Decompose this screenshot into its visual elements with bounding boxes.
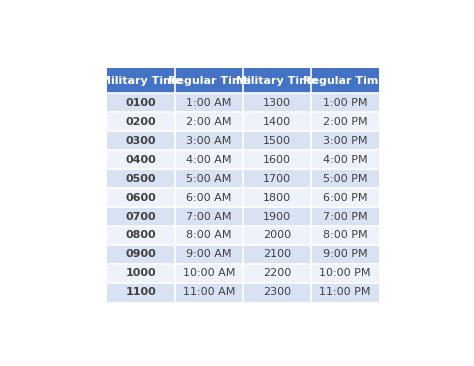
FancyBboxPatch shape [175,112,243,131]
FancyBboxPatch shape [107,264,175,283]
FancyBboxPatch shape [311,150,379,169]
FancyBboxPatch shape [175,131,243,150]
Text: 1300: 1300 [263,98,291,108]
FancyBboxPatch shape [107,245,175,264]
Text: 5:00 AM: 5:00 AM [186,174,232,184]
Text: 1800: 1800 [263,193,291,203]
FancyBboxPatch shape [311,169,379,188]
Text: 1:00 AM: 1:00 AM [186,98,232,108]
Text: 1500: 1500 [263,136,291,146]
FancyBboxPatch shape [311,264,379,283]
Text: 0300: 0300 [126,136,156,146]
Text: Military Time: Military Time [100,76,182,86]
Text: 11:00 AM: 11:00 AM [183,287,235,297]
FancyBboxPatch shape [107,112,175,131]
Text: Regular Time: Regular Time [303,76,386,86]
Text: 0800: 0800 [126,231,156,240]
FancyBboxPatch shape [243,283,311,302]
FancyBboxPatch shape [243,112,311,131]
FancyBboxPatch shape [311,207,379,226]
FancyBboxPatch shape [175,226,243,245]
Text: 2:00 PM: 2:00 PM [322,117,367,127]
FancyBboxPatch shape [107,68,175,93]
Text: 1600: 1600 [263,155,291,165]
FancyBboxPatch shape [243,169,311,188]
FancyBboxPatch shape [107,188,175,207]
Text: 7:00 AM: 7:00 AM [186,212,232,221]
Text: 1:00 PM: 1:00 PM [323,98,367,108]
FancyBboxPatch shape [311,245,379,264]
Text: 0500: 0500 [126,174,156,184]
Text: 6:00 AM: 6:00 AM [186,193,232,203]
Text: 1900: 1900 [263,212,291,221]
Text: 4:00 PM: 4:00 PM [322,155,367,165]
Text: 3:00 AM: 3:00 AM [186,136,232,146]
Text: 4:00 AM: 4:00 AM [186,155,232,165]
FancyBboxPatch shape [243,207,311,226]
FancyBboxPatch shape [311,188,379,207]
FancyBboxPatch shape [175,207,243,226]
FancyBboxPatch shape [175,188,243,207]
Text: 5:00 PM: 5:00 PM [323,174,367,184]
Text: 9:00 AM: 9:00 AM [186,250,232,259]
FancyBboxPatch shape [175,68,243,93]
FancyBboxPatch shape [175,264,243,283]
Text: 0600: 0600 [126,193,156,203]
FancyBboxPatch shape [311,283,379,302]
FancyBboxPatch shape [107,169,175,188]
FancyBboxPatch shape [175,150,243,169]
Text: Military Time: Military Time [236,76,318,86]
FancyBboxPatch shape [243,188,311,207]
Text: 2:00 AM: 2:00 AM [186,117,232,127]
FancyBboxPatch shape [311,68,379,93]
FancyBboxPatch shape [311,112,379,131]
Text: 2100: 2100 [263,250,291,259]
Text: 2200: 2200 [263,268,291,279]
Text: 2000: 2000 [263,231,291,240]
Text: 9:00 PM: 9:00 PM [322,250,367,259]
Text: 2300: 2300 [263,287,291,297]
Text: 0400: 0400 [126,155,156,165]
FancyBboxPatch shape [243,93,311,112]
Text: 11:00 PM: 11:00 PM [319,287,371,297]
Text: 0700: 0700 [126,212,156,221]
FancyBboxPatch shape [107,226,175,245]
Text: 0100: 0100 [126,98,156,108]
Text: 1100: 1100 [126,287,156,297]
FancyBboxPatch shape [107,283,175,302]
FancyBboxPatch shape [311,226,379,245]
FancyBboxPatch shape [243,264,311,283]
Text: 8:00 PM: 8:00 PM [322,231,367,240]
FancyBboxPatch shape [107,207,175,226]
Text: 10:00 AM: 10:00 AM [183,268,235,279]
Text: 6:00 PM: 6:00 PM [323,193,367,203]
Text: 1700: 1700 [263,174,291,184]
Text: 10:00 PM: 10:00 PM [319,268,371,279]
FancyBboxPatch shape [243,131,311,150]
Text: 0200: 0200 [126,117,156,127]
Text: 1400: 1400 [263,117,291,127]
Text: 8:00 AM: 8:00 AM [186,231,232,240]
FancyBboxPatch shape [243,226,311,245]
FancyBboxPatch shape [175,283,243,302]
FancyBboxPatch shape [107,150,175,169]
Text: 0900: 0900 [126,250,156,259]
FancyBboxPatch shape [243,68,311,93]
FancyBboxPatch shape [311,93,379,112]
FancyBboxPatch shape [175,245,243,264]
FancyBboxPatch shape [107,131,175,150]
FancyBboxPatch shape [107,93,175,112]
FancyBboxPatch shape [243,150,311,169]
FancyBboxPatch shape [175,93,243,112]
Text: 3:00 PM: 3:00 PM [323,136,367,146]
Text: 7:00 PM: 7:00 PM [322,212,367,221]
Text: Regular Time: Regular Time [167,76,250,86]
FancyBboxPatch shape [175,169,243,188]
FancyBboxPatch shape [243,245,311,264]
Text: 1000: 1000 [126,268,156,279]
FancyBboxPatch shape [311,131,379,150]
